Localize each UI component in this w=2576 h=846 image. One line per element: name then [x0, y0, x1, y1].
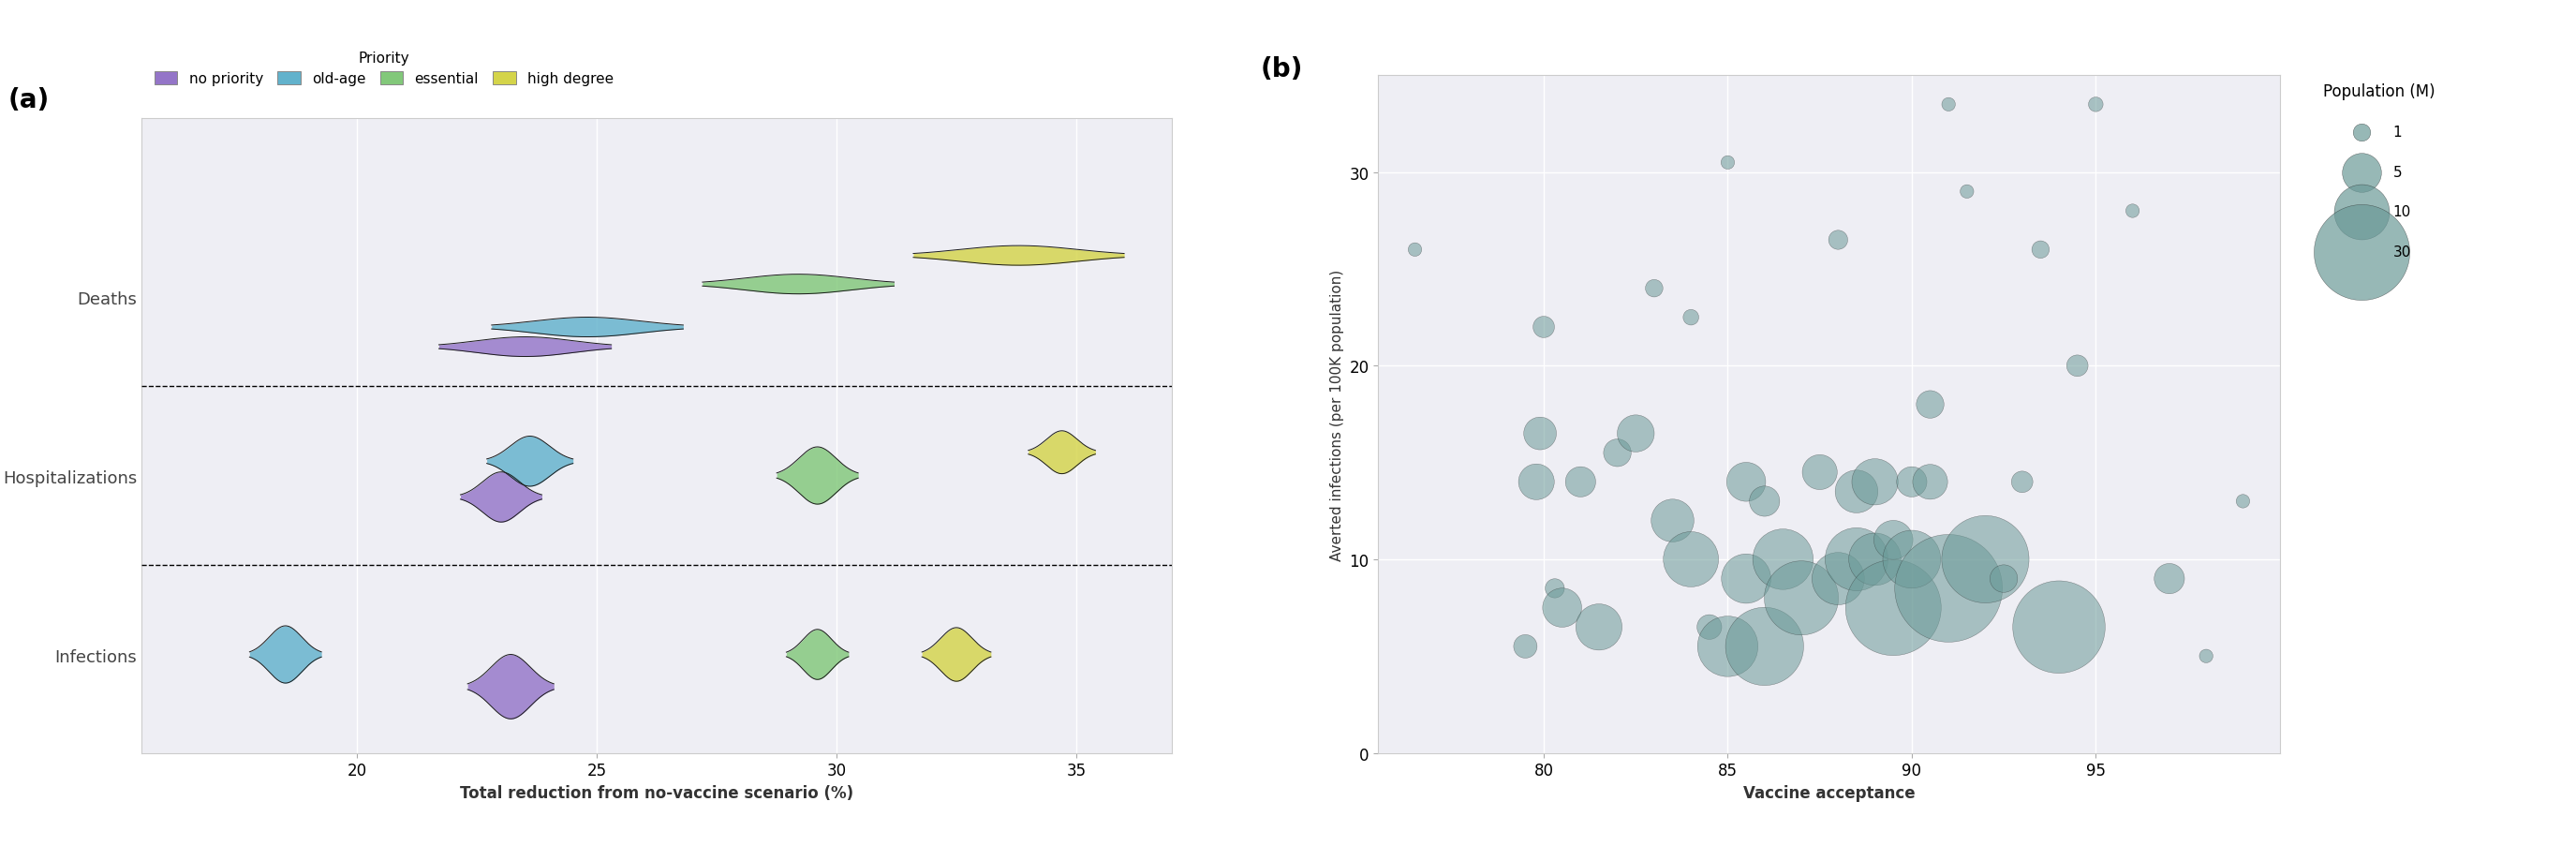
- Point: [2148, 572, 2190, 585]
- Point: [1394, 244, 1435, 257]
- Point: [2184, 650, 2226, 663]
- Text: (a): (a): [8, 86, 49, 113]
- Point: [1819, 233, 1860, 247]
- Point: [2076, 98, 2117, 112]
- X-axis label: Vaccine acceptance: Vaccine acceptance: [1744, 784, 1914, 801]
- Point: [1690, 620, 1731, 634]
- Point: [1597, 447, 1638, 460]
- Legend: no priority, old-age, essential, high degree: no priority, old-age, essential, high de…: [149, 46, 618, 92]
- X-axis label: Total reduction from no-vaccine scenario (%): Total reduction from no-vaccine scenario…: [461, 784, 853, 801]
- Point: [2223, 495, 2264, 508]
- Point: [1504, 640, 1546, 653]
- Point: [1744, 640, 1785, 653]
- Point: [1762, 552, 1803, 566]
- Point: [1669, 311, 1710, 325]
- Point: [2112, 205, 2154, 218]
- Point: [1515, 475, 1556, 489]
- Point: [1891, 552, 1932, 566]
- Point: [1837, 552, 1878, 566]
- Point: [1669, 552, 1710, 566]
- Point: [2020, 244, 2061, 257]
- Point: [1708, 640, 1749, 653]
- Point: [1780, 591, 1821, 605]
- Point: [1984, 572, 2025, 585]
- Point: [1520, 427, 1561, 441]
- Point: [1726, 572, 1767, 585]
- Point: [1927, 98, 1968, 112]
- Point: [2002, 475, 2043, 489]
- Point: [1909, 475, 1950, 489]
- Point: [1633, 282, 1674, 295]
- Point: [1909, 398, 1950, 412]
- Point: [1855, 552, 1896, 566]
- Point: [1615, 427, 1656, 441]
- Point: [1651, 514, 1692, 528]
- Text: (b): (b): [1262, 56, 1303, 82]
- Point: [1855, 475, 1896, 489]
- Point: [1947, 185, 1989, 199]
- Point: [1891, 475, 1932, 489]
- Point: [1579, 620, 1620, 634]
- Point: [1522, 321, 1564, 334]
- Point: [2056, 360, 2097, 373]
- Y-axis label: Averted infections (per 100K population): Averted infections (per 100K population): [1329, 269, 1345, 560]
- Point: [1744, 495, 1785, 508]
- Point: [1927, 582, 1968, 596]
- Point: [1708, 157, 1749, 170]
- Point: [1535, 582, 1577, 596]
- Point: [1798, 466, 1839, 480]
- Point: [1726, 475, 1767, 489]
- Point: [1965, 552, 2007, 566]
- Point: [1873, 534, 1914, 547]
- Point: [2038, 620, 2079, 634]
- Point: [1561, 475, 1602, 489]
- Point: [1540, 602, 1582, 615]
- Legend: 1, 5, 10, 30: 1, 5, 10, 30: [2324, 83, 2434, 259]
- Point: [1837, 485, 1878, 498]
- Point: [1873, 602, 1914, 615]
- Point: [1819, 572, 1860, 585]
